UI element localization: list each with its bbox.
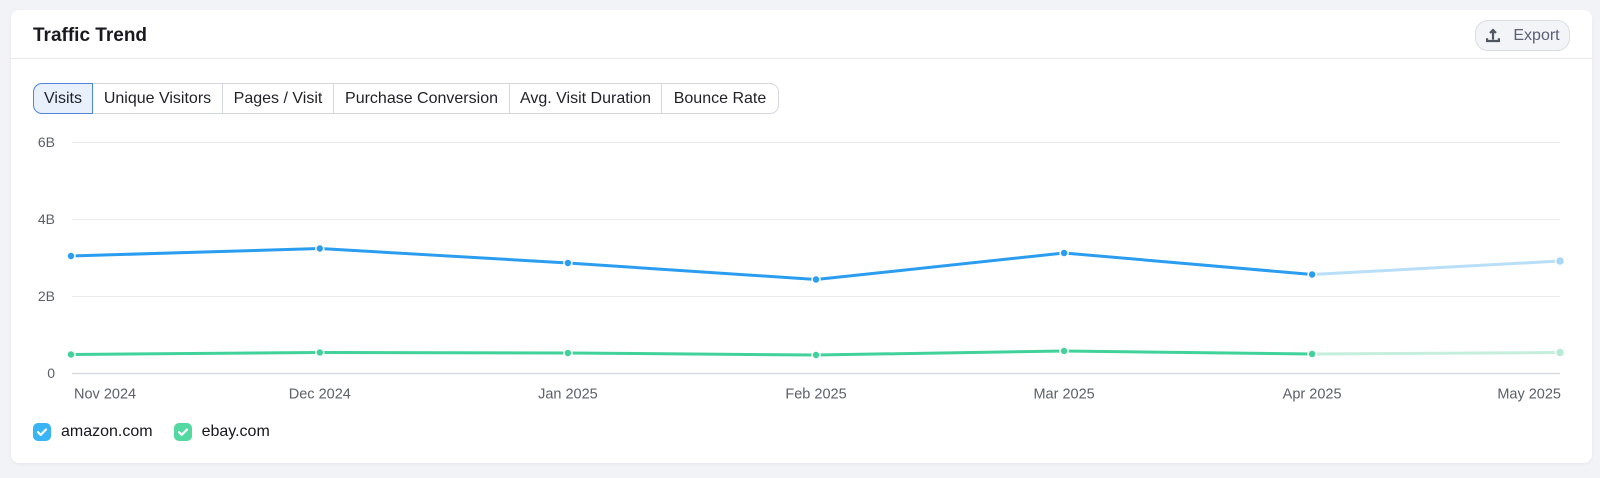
- svg-text:Apr 2025: Apr 2025: [1283, 387, 1342, 403]
- svg-text:2B: 2B: [38, 288, 55, 304]
- svg-text:4B: 4B: [38, 211, 55, 227]
- svg-text:6B: 6B: [38, 134, 55, 150]
- svg-text:0: 0: [47, 365, 55, 381]
- svg-text:May 2025: May 2025: [1497, 387, 1561, 403]
- svg-text:Jan 2025: Jan 2025: [538, 387, 598, 403]
- svg-text:Dec 2024: Dec 2024: [289, 387, 351, 403]
- svg-text:Mar 2025: Mar 2025: [1033, 387, 1094, 403]
- svg-text:Feb 2025: Feb 2025: [785, 387, 846, 403]
- svg-text:Nov 2024: Nov 2024: [74, 387, 136, 403]
